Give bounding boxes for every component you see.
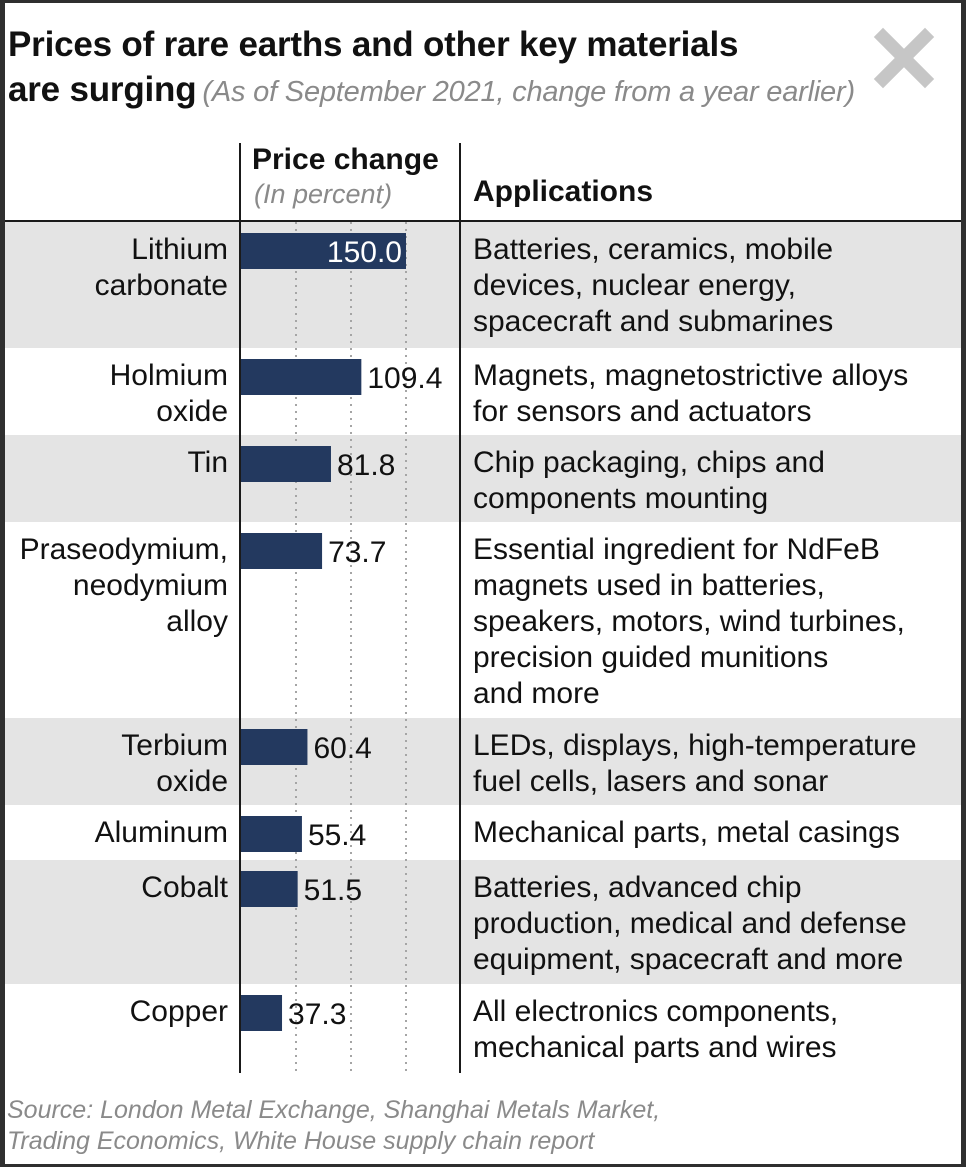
application-text: Essential ingredient for NdFeB magnets u…	[473, 533, 905, 710]
material-label: Lithium carbonate	[94, 233, 228, 302]
column-divider-right	[459, 143, 461, 1073]
title-line-2: are surging (As of September 2021, change…	[8, 70, 855, 110]
source-note: Source: London Metal Exchange, Shanghai …	[7, 1096, 661, 1155]
material-label: Holmium oxide	[109, 359, 228, 428]
value-label: 109.4	[367, 362, 442, 395]
bar	[241, 533, 323, 569]
price-unit-label: (In percent)	[254, 179, 393, 209]
application-text: LEDs, displays, high-temperature fuel ce…	[473, 729, 917, 798]
close-icon[interactable]	[873, 27, 935, 89]
row-band	[5, 222, 961, 348]
bar	[241, 816, 302, 852]
application-text: All electronics components, mechanical p…	[473, 995, 839, 1064]
material-label: Aluminum	[94, 816, 228, 849]
bar	[241, 871, 298, 907]
value-label: 60.4	[313, 732, 371, 765]
applications-header: Applications	[473, 175, 654, 208]
bar	[241, 359, 362, 395]
bar	[241, 995, 283, 1031]
material-label: Cobalt	[141, 871, 228, 904]
value-label: 73.7	[328, 536, 386, 569]
row-band	[5, 435, 961, 522]
row-band	[5, 860, 961, 984]
value-label: 55.4	[308, 819, 366, 852]
bar	[241, 729, 308, 765]
subtitle: (As of September 2021, change from a yea…	[202, 76, 855, 108]
bar-chart: 150.0 109.4 81.8 73.7 60.4 55.4 51.5 37.3	[241, 222, 442, 1073]
value-label: 150.0	[327, 236, 402, 269]
infographic-card: Prices of rare earths and other key mate…	[5, 3, 961, 1164]
value-label: 81.8	[337, 449, 395, 482]
application-text: Batteries, advanced chip production, med…	[473, 871, 907, 976]
bar	[241, 233, 406, 269]
title-line-2-text: are surging	[8, 70, 197, 109]
column-divider-left	[239, 143, 241, 1073]
application-text: Chip packaging, chips and components mou…	[473, 446, 825, 515]
value-label: 37.3	[288, 998, 346, 1031]
bar	[241, 446, 331, 482]
title-line-1: Prices of rare earths and other key mate…	[8, 25, 739, 64]
value-label: 51.5	[304, 874, 362, 907]
application-text: Batteries, ceramics, mobile devices, nuc…	[473, 233, 834, 338]
application-text: Mechanical parts, metal casings	[473, 816, 900, 849]
row-band	[5, 718, 961, 805]
header-rule	[5, 220, 961, 222]
material-label: Terbium oxide	[121, 729, 228, 798]
price-change-header: Price change	[252, 143, 439, 176]
material-label: Praseodymium, neodymium alloy	[19, 533, 228, 638]
application-text: Magnets, magnetostrictive alloys for sen…	[473, 359, 909, 428]
material-label: Tin	[187, 446, 228, 479]
material-label: Copper	[129, 995, 228, 1028]
